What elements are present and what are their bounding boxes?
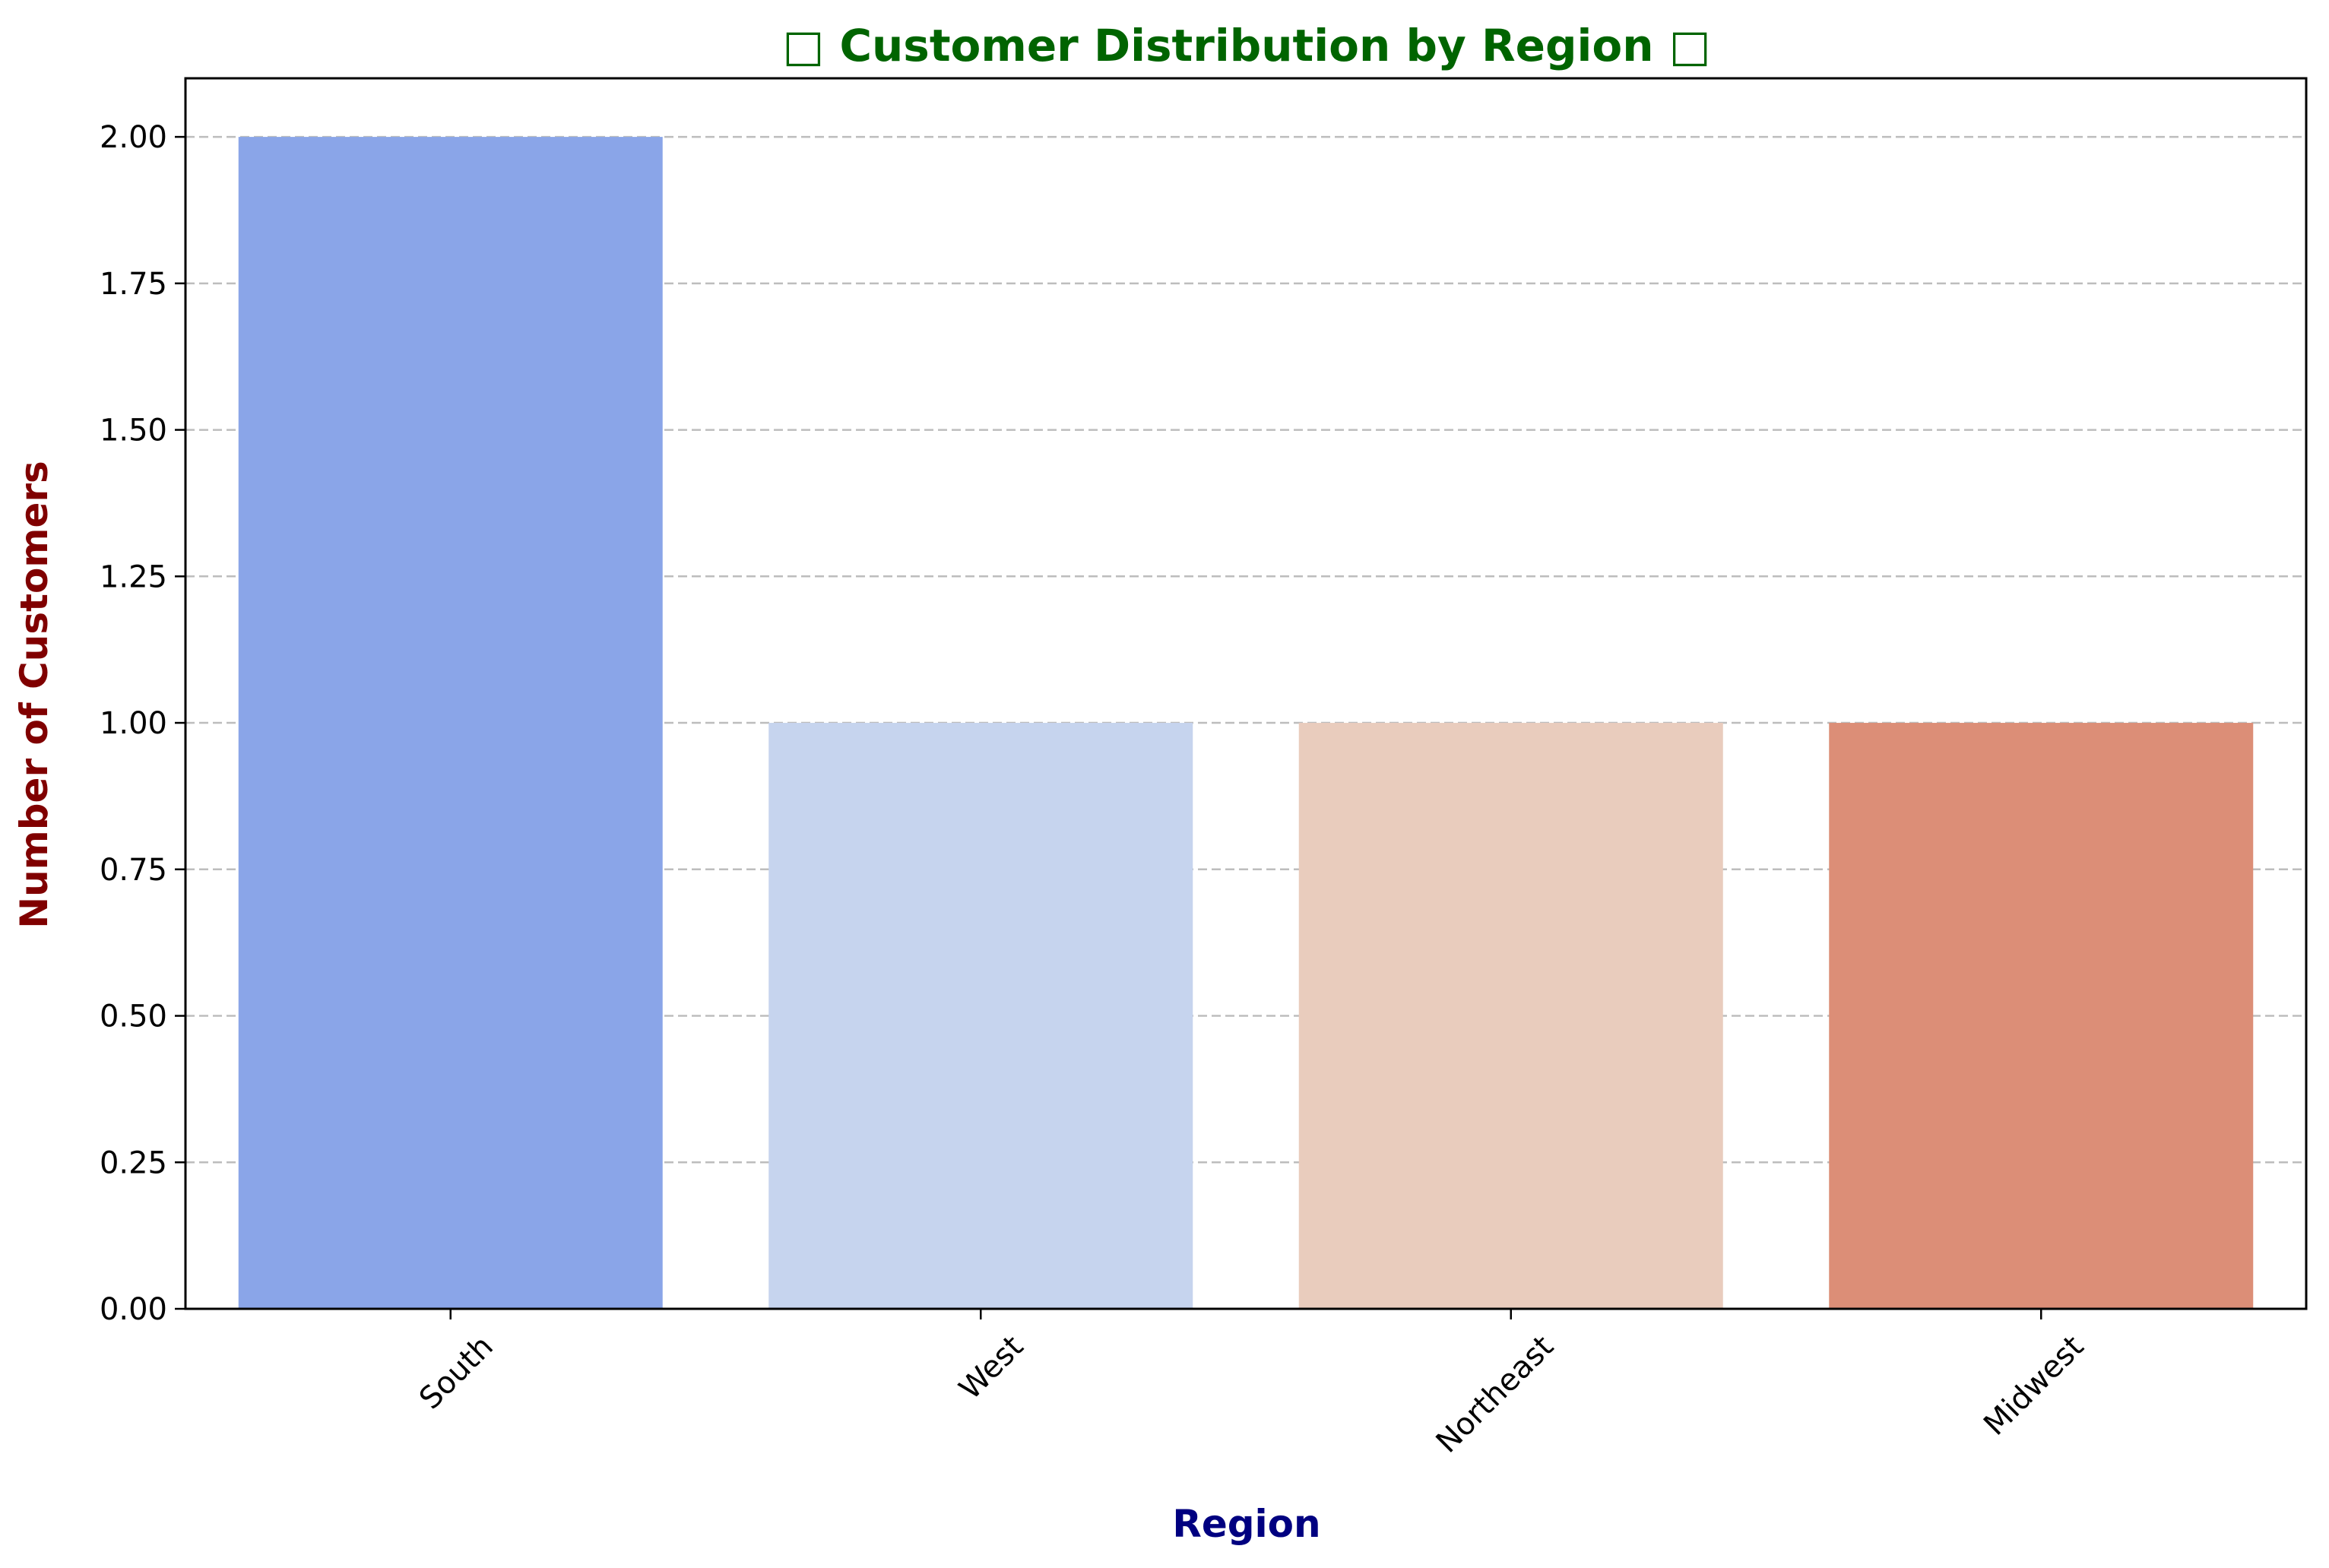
y-tick-label: 0.00 [100, 1292, 167, 1327]
bar-south [238, 137, 663, 1310]
x-tick-label: West [952, 1329, 1030, 1407]
title-right-glyph-icon: □ [1654, 20, 1711, 71]
x-axis-ticks: South West Northeast Midwest [413, 1309, 2090, 1460]
chart-title-text: Customer Distribution by Region [839, 20, 1653, 71]
y-tick-label: 2.00 [100, 120, 167, 155]
bar-midwest [1829, 723, 2254, 1309]
y-tick-label: 1.00 [100, 706, 167, 741]
svg-text:□ Customer Distribution by Reg: □ Customer Distribution by Region □ [782, 20, 1710, 71]
bar-west [768, 723, 1193, 1309]
y-tick-label: 1.75 [100, 267, 167, 302]
y-tick-label: 1.25 [100, 559, 167, 594]
y-tick-label: 0.25 [100, 1145, 167, 1180]
y-axis-ticks: 0.00 0.25 0.50 0.75 1.00 1.25 1.50 1.75 2.00 [100, 120, 185, 1327]
y-tick-label: 1.50 [100, 413, 167, 448]
y-axis-label: Number of Customers [12, 461, 56, 929]
y-tick-label: 0.75 [100, 853, 167, 888]
axes-frame [184, 77, 2308, 1310]
x-tick-label: South [413, 1329, 500, 1417]
y-tick-label: 0.50 [100, 999, 167, 1034]
chart-title: □ Customer Distribution by Region □ [782, 20, 1710, 71]
x-tick-label: Northeast [1430, 1329, 1561, 1460]
bar-northeast [1298, 723, 1723, 1309]
title-left-glyph-icon: □ [782, 20, 839, 71]
x-tick-label: Midwest [1977, 1329, 2090, 1443]
bars [238, 137, 2254, 1310]
x-axis-label: Region [1172, 1502, 1320, 1546]
